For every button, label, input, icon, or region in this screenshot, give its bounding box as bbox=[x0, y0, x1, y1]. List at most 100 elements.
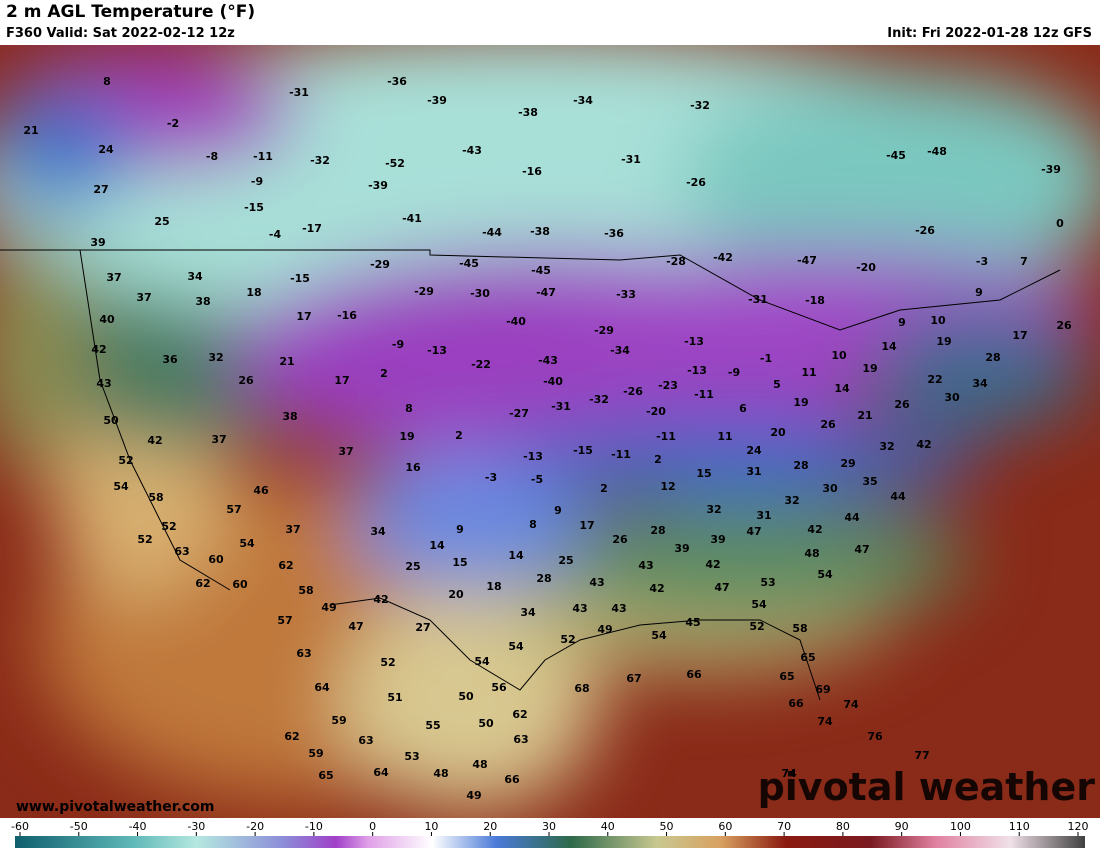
temperature-label: 44 bbox=[890, 490, 906, 503]
temperature-label: -42 bbox=[713, 251, 733, 264]
temperature-label: -48 bbox=[927, 145, 947, 158]
temperature-label: 45 bbox=[685, 616, 700, 629]
temperature-label: 62 bbox=[284, 730, 299, 743]
colorbar-tick-label: 20 bbox=[483, 820, 497, 833]
colorbar-tick-label: 50 bbox=[660, 820, 674, 833]
temperature-label: 40 bbox=[99, 313, 115, 326]
temperature-label: 32 bbox=[879, 440, 894, 453]
temperature-label: 17 bbox=[579, 519, 594, 532]
temperature-label: 39 bbox=[674, 542, 689, 555]
temperature-label: 64 bbox=[373, 766, 389, 779]
temperature-label: 50 bbox=[478, 717, 494, 730]
temperature-label: -40 bbox=[543, 375, 563, 388]
temperature-label: 62 bbox=[195, 577, 210, 590]
temperature-label: 48 bbox=[804, 547, 819, 560]
temperature-label: 74 bbox=[781, 767, 797, 780]
temperature-label: 63 bbox=[358, 734, 373, 747]
temperature-label: 47 bbox=[348, 620, 363, 633]
temperature-label: -45 bbox=[886, 149, 906, 162]
temperature-label: 58 bbox=[148, 491, 163, 504]
temperature-label: -45 bbox=[531, 264, 551, 277]
temperature-label: -47 bbox=[536, 286, 556, 299]
temperature-label: 58 bbox=[792, 622, 807, 635]
colorbar-tick-label: 100 bbox=[950, 820, 971, 833]
temperature-label: 60 bbox=[208, 553, 224, 566]
temperature-label: 54 bbox=[751, 598, 767, 611]
temperature-label: 55 bbox=[425, 719, 440, 732]
colorbar-tick-label: 0 bbox=[369, 820, 376, 833]
temperature-label: 8 bbox=[405, 402, 413, 415]
temperature-label: -43 bbox=[462, 144, 482, 157]
colorbar-tick-label: -10 bbox=[305, 820, 323, 833]
temperature-label: -33 bbox=[616, 288, 636, 301]
temperature-label: -36 bbox=[604, 227, 624, 240]
temperature-label: 42 bbox=[373, 593, 388, 606]
temperature-label: -31 bbox=[748, 293, 768, 306]
temperature-label: -26 bbox=[915, 224, 935, 237]
temperature-label: 19 bbox=[862, 362, 877, 375]
temperature-label: 38 bbox=[282, 410, 297, 423]
temperature-label: 30 bbox=[944, 391, 960, 404]
temperature-label: 66 bbox=[788, 697, 804, 710]
temperature-label: 17 bbox=[334, 374, 349, 387]
temperature-label: 31 bbox=[756, 509, 771, 522]
temperature-label: 43 bbox=[96, 377, 111, 390]
temperature-label: 37 bbox=[338, 445, 353, 458]
temperature-label: 31 bbox=[746, 465, 761, 478]
colorbar-tick-label: 10 bbox=[424, 820, 438, 833]
temperature-label: 48 bbox=[472, 758, 487, 771]
temperature-label: 46 bbox=[253, 484, 269, 497]
temperature-label: -11 bbox=[253, 150, 273, 163]
temperature-label: -29 bbox=[414, 285, 434, 298]
temperature-label: 9 bbox=[456, 523, 464, 536]
colorbar-tick-label: 120 bbox=[1068, 820, 1089, 833]
temperature-label: -43 bbox=[538, 354, 558, 367]
temperature-label: 20 bbox=[448, 588, 464, 601]
temperature-label: 62 bbox=[512, 708, 527, 721]
temperature-label: -9 bbox=[392, 338, 404, 351]
temperature-label: -2 bbox=[167, 117, 179, 130]
temperature-label: 57 bbox=[226, 503, 241, 516]
temperature-label: 52 bbox=[749, 620, 764, 633]
temperature-label: -13 bbox=[687, 364, 707, 377]
temperature-label: -32 bbox=[310, 154, 330, 167]
temperature-label: -8 bbox=[206, 150, 218, 163]
temperature-label: 24 bbox=[746, 444, 762, 457]
temperature-label: 2 bbox=[654, 453, 662, 466]
temperature-label: 19 bbox=[399, 430, 414, 443]
temperature-label: 26 bbox=[238, 374, 254, 387]
temperature-label: 65 bbox=[318, 769, 333, 782]
temperature-label: 49 bbox=[321, 601, 336, 614]
temperature-label: 42 bbox=[147, 434, 162, 447]
temperature-label: -34 bbox=[610, 344, 630, 357]
temperature-label: -38 bbox=[530, 225, 550, 238]
temperature-label: 34 bbox=[972, 377, 988, 390]
colorbar-tick-label: -20 bbox=[246, 820, 264, 833]
temperature-label: -17 bbox=[302, 222, 322, 235]
temperature-label: 50 bbox=[458, 690, 474, 703]
temperature-label: -9 bbox=[251, 175, 263, 188]
temperature-label: 58 bbox=[298, 584, 313, 597]
temperature-label: 54 bbox=[817, 568, 833, 581]
temperature-label: 63 bbox=[174, 545, 189, 558]
temperature-label: -40 bbox=[506, 315, 526, 328]
colorbar-tick-label: 80 bbox=[836, 820, 850, 833]
temperature-label: 37 bbox=[211, 433, 226, 446]
temperature-label: 42 bbox=[705, 558, 720, 571]
temperature-label: 28 bbox=[985, 351, 1000, 364]
temperature-label: 0 bbox=[1056, 217, 1064, 230]
temperature-label: 42 bbox=[649, 582, 664, 595]
temperature-label: -15 bbox=[244, 201, 264, 214]
colorbar bbox=[15, 836, 1085, 848]
temperature-label: 65 bbox=[779, 670, 794, 683]
temperature-label: 26 bbox=[1056, 319, 1072, 332]
temperature-label: -26 bbox=[686, 176, 706, 189]
temperature-label: 54 bbox=[474, 655, 490, 668]
temperature-label: 47 bbox=[854, 543, 869, 556]
temperature-field bbox=[0, 45, 1100, 818]
temperature-label: 32 bbox=[784, 494, 799, 507]
temperature-label: -3 bbox=[976, 255, 988, 268]
temperature-label: 48 bbox=[433, 767, 448, 780]
temperature-label: 54 bbox=[113, 480, 129, 493]
temperature-label: 76 bbox=[867, 730, 883, 743]
